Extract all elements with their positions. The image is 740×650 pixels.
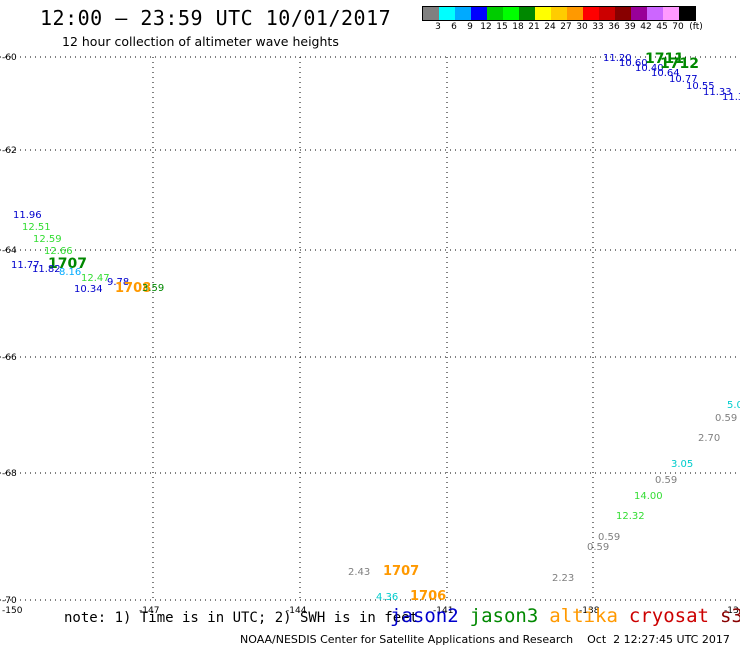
wave-height-label: 0.59 — [598, 532, 620, 543]
legend-label: 12 — [480, 22, 492, 32]
legend-label: 18 — [512, 22, 524, 32]
wave-height-label: 1707 — [383, 564, 419, 579]
legend-swatch — [615, 7, 631, 20]
satellite-name: jason2 — [390, 605, 459, 627]
wave-height-label: 1712 — [660, 56, 699, 72]
legend-label: 15 — [496, 22, 508, 32]
legend-label: 6 — [451, 22, 457, 32]
wave-height-label: 10.60 — [619, 58, 648, 69]
legend-swatch — [535, 7, 551, 20]
wave-height-label: 8.16 — [59, 267, 81, 278]
longitude-label: -147 — [139, 606, 159, 616]
latitude-label: -70 — [2, 596, 17, 606]
legend-swatch — [631, 7, 647, 20]
longitude-label: -141 — [433, 606, 453, 616]
satellite-name: s3a — [720, 605, 740, 627]
wave-height-label: 3.59 — [142, 283, 164, 294]
wave-height-label: 11.96 — [13, 210, 42, 221]
legend-swatch — [487, 7, 503, 20]
latitude-label: -60 — [2, 53, 17, 63]
legend-swatch — [663, 7, 679, 20]
wave-height-label: 2.23 — [552, 573, 574, 584]
wave-height-label: 12.32 — [616, 511, 645, 522]
legend-label: 45 — [656, 22, 668, 32]
latitude-labels: -60 -62 -64 -66 -68 -70 — [2, 53, 17, 606]
legend-swatch — [679, 7, 695, 20]
wave-height-label: 0.59 — [587, 542, 609, 553]
legend-unit: (ft) — [689, 22, 703, 32]
wave-height-label: 1707 — [48, 256, 87, 272]
wave-height-label: 2.70 — [698, 433, 720, 444]
legend-swatch — [503, 7, 519, 20]
wave-height-label: 0.59 — [715, 413, 737, 424]
wave-height-label: 1711 — [645, 51, 684, 67]
wave-height-label: 10.40 — [635, 63, 664, 74]
legend-label: 30 — [576, 22, 588, 32]
latitude-label: -68 — [2, 469, 17, 479]
legend-label: 9 — [467, 22, 473, 32]
wave-height-label: 3.05 — [671, 459, 693, 470]
wave-height-label: 10.34 — [74, 284, 103, 295]
map-subtitle: 12 hour collection of altimeter wave hei… — [62, 34, 339, 49]
wave-height-label: 11.3 — [722, 92, 740, 103]
legend-swatch — [551, 7, 567, 20]
legend-swatch — [455, 7, 471, 20]
wave-height-label: 0.59 — [655, 475, 677, 486]
legend-swatch — [599, 7, 615, 20]
wave-height-label: 12.66 — [44, 246, 73, 257]
wave-height-label: 1708 — [115, 281, 151, 296]
legend-label: 36 — [608, 22, 620, 32]
legend-label: 27 — [560, 22, 572, 32]
wave-height-label: 2.43 — [348, 567, 370, 578]
latitude-label: -66 — [2, 353, 17, 363]
wave-height-label: 5.0 — [727, 400, 740, 411]
wave-height-label: 12.47 — [81, 273, 110, 284]
legend-swatch — [471, 7, 487, 20]
lat-lon-grid — [0, 56, 740, 601]
legend-label: 70 — [672, 22, 684, 32]
latitude-label: -64 — [2, 246, 17, 256]
latitude-label: -62 — [2, 146, 17, 156]
wave-height-label: 11.33 — [703, 87, 732, 98]
longitude-labels: -150 -147 -144 -141 -138 -13 — [2, 606, 739, 616]
longitude-label: -150 — [2, 606, 23, 616]
legend-swatch — [583, 7, 599, 20]
wave-height-label: 11.77 — [11, 260, 40, 271]
legend-label: 3 — [435, 22, 441, 32]
satellite-legend: jason2 jason3 altika cryosat s3a — [390, 605, 740, 627]
wave-height-label: 1706 — [410, 589, 446, 604]
legend-label: 39 — [624, 22, 636, 32]
legend-swatch — [519, 7, 535, 20]
wave-height-label: 9.78 — [107, 277, 129, 288]
legend-swatch — [423, 7, 439, 20]
satellite-name: altika — [549, 605, 618, 627]
wave-height-label: 4.36 — [376, 592, 398, 603]
wave-height-label: 11.82 — [32, 264, 61, 275]
wave-height-label: 10.77 — [669, 74, 698, 85]
satellite-name: cryosat — [628, 605, 709, 627]
wave-height-label: 12.51 — [22, 222, 51, 233]
legend-label: 21 — [528, 22, 540, 32]
legend-label: 42 — [640, 22, 652, 32]
credit-line: NOAA/NESDIS Center for Satellite Applica… — [240, 633, 730, 646]
wave-height-label: 10.55 — [686, 81, 715, 92]
legend-label: 33 — [592, 22, 604, 32]
map-title: 12:00 – 23:59 UTC 10/01/2017 — [40, 6, 392, 30]
wave-height-label: 14.00 — [634, 491, 663, 502]
wave-height-label: 12.59 — [33, 234, 62, 245]
legend-swatch — [439, 7, 455, 20]
longitude-label: -138 — [579, 606, 600, 616]
legend-swatch — [567, 7, 583, 20]
wave-height-label: 10.64 — [651, 68, 680, 79]
wave-height-label: 11.20 — [603, 53, 632, 64]
longitude-label: -13 — [724, 606, 739, 616]
color-scale-bar — [422, 6, 696, 21]
footer-note: note: 1) Time is in UTC; 2) SWH is in fe… — [64, 610, 419, 626]
satellite-name: jason3 — [469, 605, 539, 627]
legend-swatch — [647, 7, 663, 20]
longitude-label: -144 — [286, 606, 307, 616]
legend-label: 24 — [544, 22, 556, 32]
